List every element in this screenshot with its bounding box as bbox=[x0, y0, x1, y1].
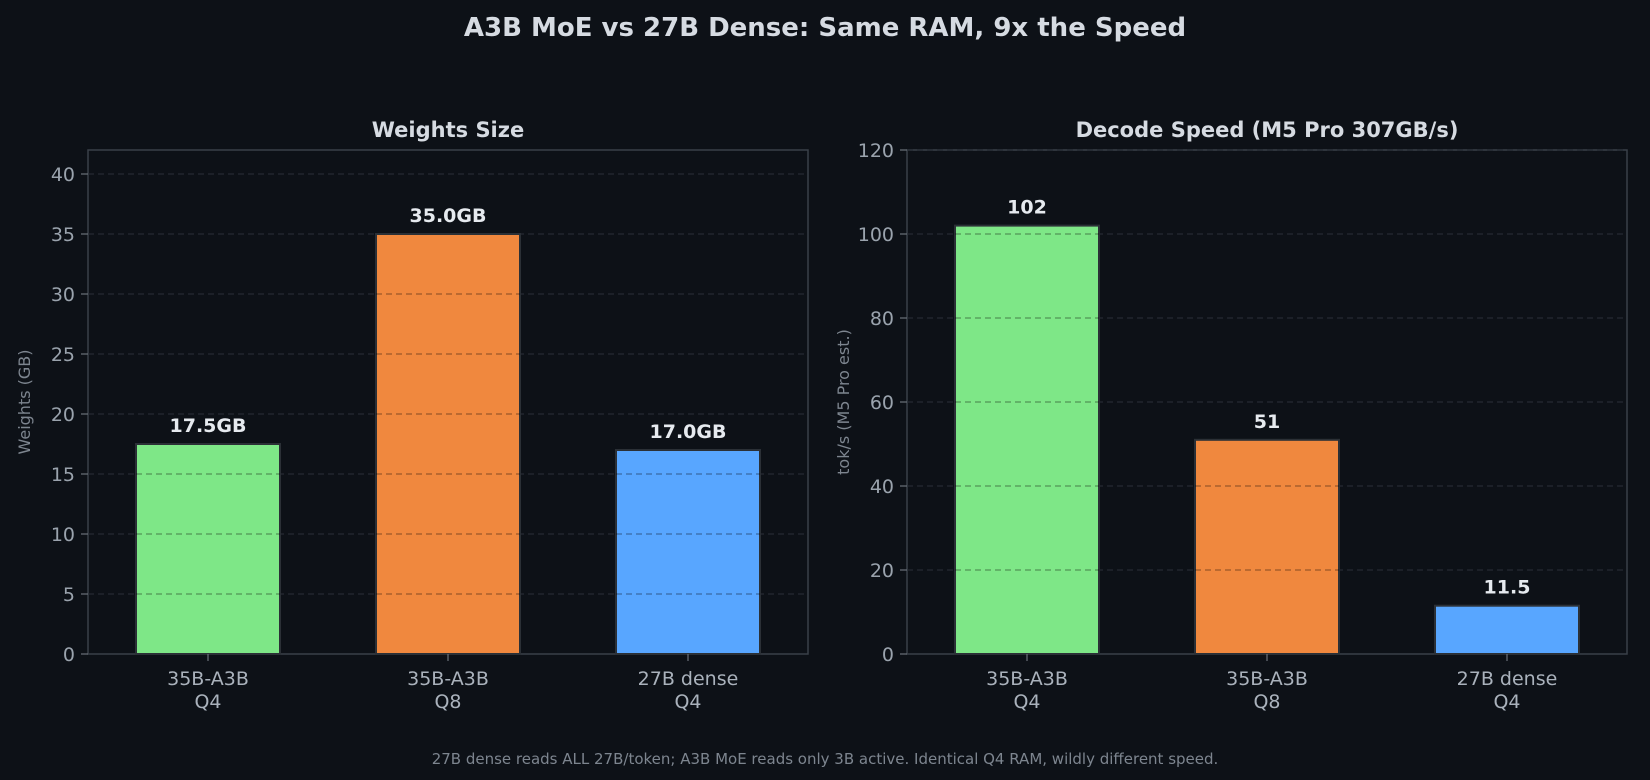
value-label: 17.5GB bbox=[170, 415, 247, 437]
x-tick-sublabel: Q4 bbox=[1013, 691, 1040, 713]
x-tick-label: 27B dense bbox=[1457, 668, 1558, 690]
x-tick-sublabel: Q4 bbox=[1493, 691, 1520, 713]
value-label: 35.0GB bbox=[410, 205, 487, 227]
value-label: 17.0GB bbox=[650, 421, 727, 443]
x-tick-sublabel: Q4 bbox=[674, 691, 701, 713]
x-tick-label: 35B-A3B bbox=[986, 668, 1068, 690]
panel-title: Weights Size bbox=[372, 118, 524, 142]
x-tick-sublabel: Q8 bbox=[434, 691, 461, 713]
x-tick-label: 35B-A3B bbox=[167, 668, 249, 690]
bar-35b-a3b-q4 bbox=[954, 224, 1100, 655]
y-tick-label: 40 bbox=[870, 476, 894, 498]
y-tick-label: 60 bbox=[870, 392, 894, 414]
bar-35b-a3b-q8 bbox=[1194, 438, 1340, 655]
value-label: 11.5 bbox=[1484, 577, 1531, 599]
bar-35b-a3b-q4 bbox=[135, 443, 281, 655]
y-tick-label: 30 bbox=[51, 284, 75, 306]
x-tick-label: 35B-A3B bbox=[1226, 668, 1308, 690]
decode-speed-panel: Decode Speed (M5 Pro 307GB/s) tok/s (M5 P… bbox=[834, 118, 1628, 713]
weights-size-panel: Weights Size Weights (GB) 0 5 10 15 20 25 30 35 40… bbox=[15, 118, 809, 713]
x-tick-label: 27B dense bbox=[638, 668, 739, 690]
value-label: 102 bbox=[1007, 197, 1047, 219]
x-tick-sublabel: Q4 bbox=[194, 691, 221, 713]
y-tick-label: 20 bbox=[870, 560, 894, 582]
bar-27b-dense-q4 bbox=[1434, 604, 1580, 656]
figure-title: A3B MoE vs 27B Dense: Same RAM, 9x the S… bbox=[464, 13, 1186, 43]
value-label: 51 bbox=[1254, 411, 1280, 433]
y-tick-label: 40 bbox=[51, 164, 75, 186]
x-tick-label: 35B-A3B bbox=[407, 668, 489, 690]
bar-27b-dense-q4 bbox=[615, 449, 761, 655]
y-tick-label: 10 bbox=[51, 524, 75, 546]
y-tick-label: 5 bbox=[63, 584, 75, 606]
y-tick-label: 0 bbox=[882, 644, 894, 666]
y-tick-label: 0 bbox=[63, 644, 75, 666]
y-tick-label: 35 bbox=[51, 224, 75, 246]
bar-35b-a3b-q8 bbox=[375, 233, 521, 655]
y-axis-label: tok/s (M5 Pro est.) bbox=[834, 329, 853, 475]
y-tick-label: 25 bbox=[51, 344, 75, 366]
panel-title: Decode Speed (M5 Pro 307GB/s) bbox=[1076, 118, 1459, 142]
y-tick-label: 15 bbox=[51, 464, 75, 486]
y-tick-label: 80 bbox=[870, 308, 894, 330]
y-tick-label: 120 bbox=[858, 140, 894, 162]
figure-footnote: 27B dense reads ALL 27B/token; A3B MoE r… bbox=[432, 750, 1219, 768]
x-tick-sublabel: Q8 bbox=[1253, 691, 1280, 713]
y-tick-label: 20 bbox=[51, 404, 75, 426]
y-axis-label: Weights (GB) bbox=[15, 349, 34, 454]
y-tick-label: 100 bbox=[858, 224, 894, 246]
